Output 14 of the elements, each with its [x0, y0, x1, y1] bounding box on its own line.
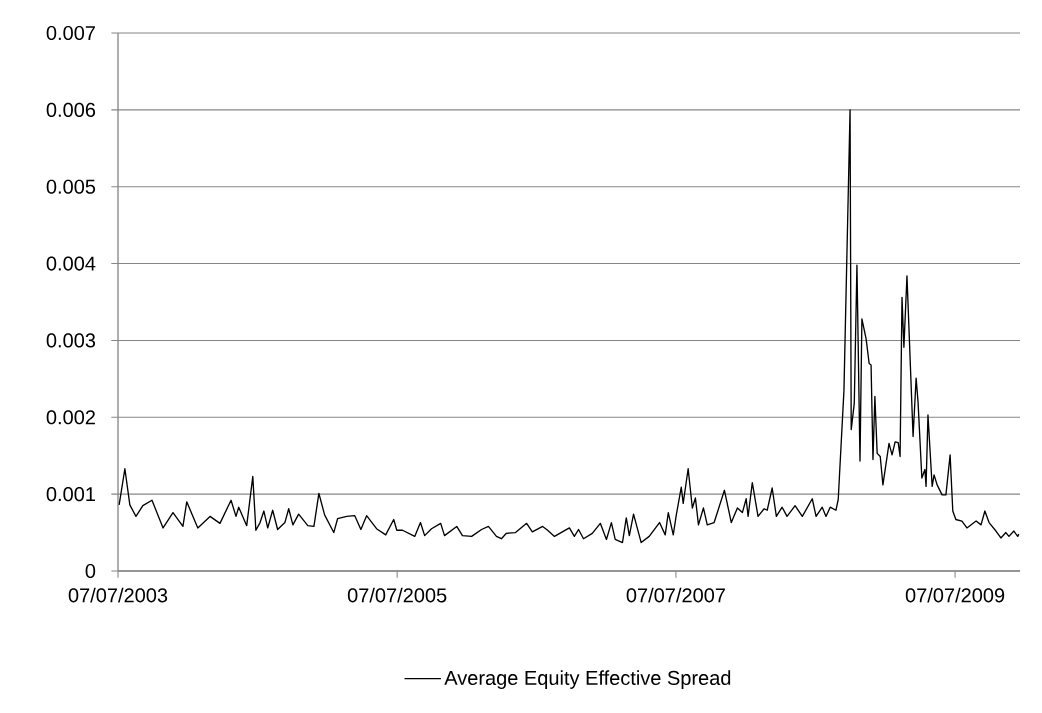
x-tick-label: 07/07/2009 — [905, 587, 1005, 603]
y-tick-label: 0.006 — [46, 102, 96, 117]
y-tick-label: 0.007 — [46, 25, 95, 41]
line-series — [118, 109, 1020, 544]
y-tick-label: 0.003 — [46, 333, 96, 348]
x-tick-label: 07/07/2005 — [347, 587, 447, 603]
legend-label: Average Equity Effective Spread — [444, 670, 731, 689]
y-tick-label: 0.001 — [46, 487, 95, 502]
y-tick-label: 0.005 — [46, 179, 96, 194]
y-tick-label: 0.004 — [46, 256, 96, 271]
y-tick-label: 0.002 — [46, 410, 95, 425]
y-tick-label: 0 — [85, 563, 96, 579]
x-tick-label: 07/07/2003 — [68, 587, 168, 603]
x-tick-label: 07/07/2007 — [626, 587, 725, 603]
